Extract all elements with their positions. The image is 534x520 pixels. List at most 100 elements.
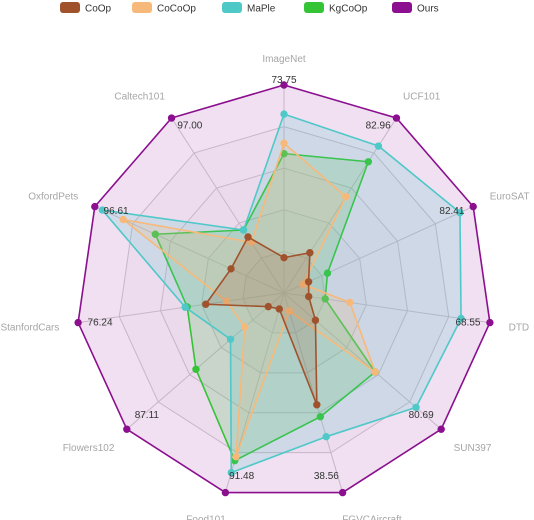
max-value-label-caltech101: 97.00 — [177, 121, 202, 132]
max-value-label-flowers102: 87.11 — [135, 410, 160, 421]
radar-series — [74, 81, 494, 497]
data-point-coop-caltech101[interactable] — [244, 233, 252, 241]
data-point-cocoop-flowers102[interactable] — [241, 323, 249, 331]
data-point-coop-dtd[interactable] — [305, 292, 313, 301]
data-point-ours-stanfordcars[interactable] — [74, 318, 82, 327]
legend[interactable]: CoOp CoCoOp MaPle KgCoOp Ours — [60, 2, 439, 15]
grid-spoke — [283, 206, 474, 294]
data-point-ours-ucf101[interactable] — [392, 114, 401, 122]
legend-swatch-maple — [222, 2, 242, 13]
data-point-maple-imagenet[interactable] — [280, 110, 288, 118]
axis-label-ucf101: UCF101 — [403, 91, 441, 102]
data-point-ours-flowers102[interactable] — [123, 425, 131, 433]
max-value-label-imagenet: 73.75 — [271, 75, 296, 86]
series-line-coop — [204, 236, 318, 406]
data-point-ours-imagenet[interactable] — [280, 81, 288, 89]
max-value-label-eurosat: 82.41 — [439, 206, 464, 217]
axis-label-flowers102: Flowers102 — [63, 443, 115, 454]
legend-label-kgcoop: KgCoOp — [329, 4, 368, 15]
data-point-coop-imagenet[interactable] — [280, 253, 288, 262]
data-point-ours-fgvcaircraft[interactable] — [338, 488, 347, 497]
data-point-maple-dtd[interactable] — [457, 314, 465, 323]
legend-swatch-coop — [60, 2, 80, 13]
legend-item-cocoop[interactable]: CoCoOp — [132, 2, 196, 15]
legend-swatch-cocoop — [132, 2, 152, 13]
data-point-ours-eurosat[interactable] — [469, 202, 477, 211]
axis-label-oxfordpets: OxfordPets — [28, 191, 78, 202]
legend-item-coop[interactable]: CoOp — [60, 2, 112, 15]
data-point-maple-food101[interactable] — [227, 468, 235, 477]
data-point-coop-flowers102[interactable] — [264, 302, 272, 311]
data-point-cocoop-imagenet[interactable] — [280, 139, 288, 147]
data-point-maple-oxfordpets[interactable] — [98, 206, 107, 214]
axis-label-sun397: SUN397 — [454, 443, 492, 454]
data-point-cocoop-fgvcaircraft[interactable] — [285, 307, 293, 315]
legend-swatch-kgcoop — [304, 2, 324, 13]
data-point-cocoop-sun397[interactable] — [371, 368, 379, 376]
data-point-maple-caltech101[interactable] — [239, 226, 248, 234]
series-line-ours — [77, 84, 491, 494]
data-point-ours-caltech101[interactable] — [167, 114, 176, 122]
legend-item-kgcoop[interactable]: KgCoOp — [304, 2, 368, 15]
data-point-coop-stanfordcars[interactable] — [202, 300, 210, 308]
max-value-label-dtd: 68.55 — [455, 317, 480, 328]
legend-swatch-ours — [392, 2, 412, 13]
legend-label-coop: CoOp — [85, 4, 112, 15]
data-point-coop-ucf101[interactable] — [306, 249, 314, 257]
legend-item-ours[interactable]: Ours — [392, 2, 439, 15]
grid-spoke — [126, 292, 285, 430]
data-point-kgcoop-dtd[interactable] — [321, 295, 329, 303]
legend-label-cocoop: CoCoOp — [157, 4, 196, 15]
axis-label-caltech101: Caltech101 — [114, 91, 165, 102]
series-line-cocoop — [122, 142, 376, 458]
data-point-kgcoop-eurosat[interactable] — [323, 269, 332, 277]
series-cocoop — [119, 139, 379, 461]
data-point-kgcoop-oxfordpets[interactable] — [151, 230, 160, 238]
data-point-ours-dtd[interactable] — [486, 318, 494, 327]
axis-label-imagenet: ImageNet — [262, 54, 306, 65]
axis-labels: ImageNet 73.75 UCF101 82.96 EuroSAT 82.41 DTD 6… — [0, 54, 529, 520]
data-point-maple-sun397[interactable] — [412, 403, 420, 412]
data-point-maple-flowers102[interactable] — [226, 335, 235, 344]
data-point-kgcoop-ucf101[interactable] — [364, 158, 373, 166]
data-point-coop-eurosat[interactable] — [304, 278, 313, 286]
series-coop — [202, 233, 321, 409]
axis-label-dtd: DTD — [509, 322, 530, 333]
data-point-coop-food101[interactable] — [275, 305, 284, 313]
axis-label-stanfordcars: StanfordCars — [0, 322, 59, 333]
data-point-ours-sun397[interactable] — [437, 425, 445, 433]
data-point-cocoop-dtd[interactable] — [346, 298, 354, 307]
series-line-maple — [101, 113, 462, 474]
data-point-coop-fgvcaircraft[interactable] — [313, 401, 321, 409]
data-point-cocoop-food101[interactable] — [232, 452, 240, 461]
axis-label-food101: Food101 — [186, 514, 226, 520]
series-maple — [98, 110, 465, 477]
legend-label-maple: MaPle — [247, 4, 276, 15]
series-ours — [74, 81, 494, 497]
legend-item-maple[interactable]: MaPle — [222, 2, 276, 15]
data-point-coop-oxfordpets[interactable] — [227, 265, 235, 273]
data-point-maple-stanfordcars[interactable] — [181, 303, 189, 311]
grid-spoke — [78, 292, 285, 324]
max-value-label-food101: 91.48 — [229, 471, 254, 482]
data-point-kgcoop-fgvcaircraft[interactable] — [316, 413, 325, 421]
max-value-label-oxfordpets: 96.61 — [104, 206, 129, 217]
max-value-label-stanfordcars: 76.24 — [88, 317, 113, 328]
data-point-maple-ucf101[interactable] — [374, 142, 383, 150]
data-point-maple-fgvcaircraft[interactable] — [322, 432, 330, 441]
data-point-coop-sun397[interactable] — [311, 316, 320, 324]
axis-label-eurosat: EuroSAT — [490, 191, 530, 202]
grid-spoke — [283, 292, 490, 324]
grid-spoke — [283, 292, 344, 493]
axis-label-fgvcaircraft: FGVCAircraft — [342, 514, 402, 520]
data-point-maple-eurosat[interactable] — [456, 208, 464, 217]
data-point-cocoop-oxfordpets[interactable] — [119, 215, 127, 224]
data-point-cocoop-ucf101[interactable] — [342, 193, 350, 201]
max-value-label-ucf101: 82.96 — [366, 121, 391, 132]
data-point-kgcoop-flowers102[interactable] — [192, 365, 200, 373]
grid-spoke — [171, 117, 285, 294]
legend-label-ours: Ours — [417, 4, 439, 15]
data-point-ours-oxfordpets[interactable] — [91, 202, 99, 211]
data-point-ours-food101[interactable] — [221, 488, 230, 497]
